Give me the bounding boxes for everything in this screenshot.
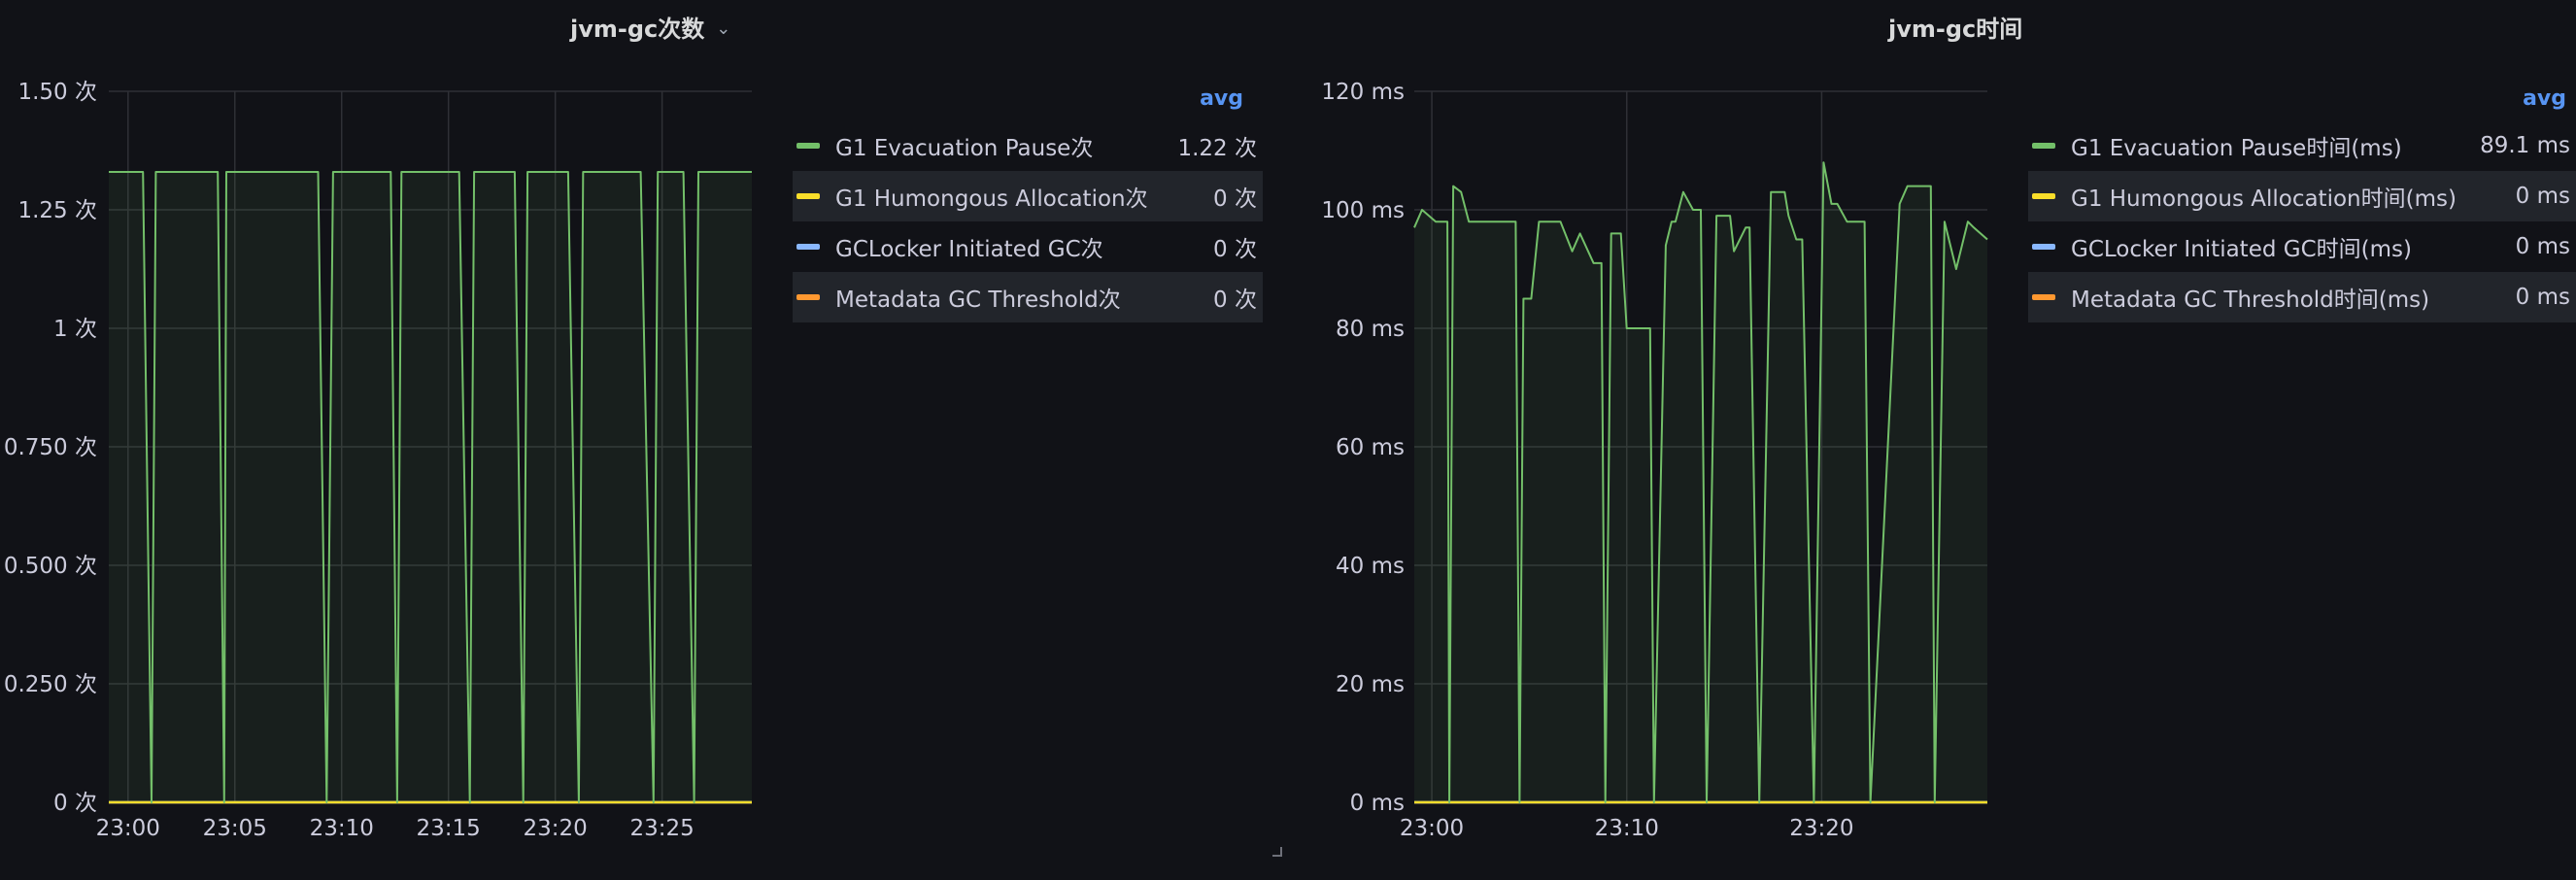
series-color-swatch[interactable]	[2032, 294, 2055, 300]
y-tick-label: 1 次	[53, 317, 97, 342]
gc-time-chart[interactable]: 0 ms 20 ms 40 ms 60 ms 80 ms 100 ms 120 ms 23:0…	[1298, 0, 1997, 855]
y-tick-label: 120 ms	[1321, 80, 1405, 105]
x-tick-label: 23:20	[524, 816, 588, 841]
x-tick-label: 23:15	[417, 816, 481, 841]
x-tick-label: 23:25	[629, 816, 694, 841]
legend-item[interactable]: Metadata GC Threshold次 0 次	[793, 272, 1263, 322]
y-tick-label: 0 ms	[1350, 791, 1405, 816]
legend-series-avg: 0 ms	[2515, 285, 2570, 310]
legend-series-name: GCLocker Initiated GC次	[835, 237, 1103, 262]
legend-series-name: G1 Humongous Allocation次	[835, 186, 1148, 212]
series-color-swatch[interactable]	[797, 143, 820, 149]
legend-series-avg: 0 次	[1213, 288, 1257, 313]
y-tick-label: 0 次	[53, 791, 97, 816]
y-tick-label: 20 ms	[1336, 672, 1405, 697]
legend-item[interactable]: G1 Evacuation Pause时间(ms) 89.1 ms	[2028, 120, 2576, 171]
legend-header-avg[interactable]: avg	[1200, 86, 1243, 111]
legend-item[interactable]: GCLocker Initiated GC次 0 次	[793, 221, 1263, 272]
legend-item[interactable]: GCLocker Initiated GC时间(ms) 0 ms	[2028, 221, 2576, 272]
resize-corner-icon[interactable]	[1272, 847, 1282, 857]
series-color-swatch[interactable]	[2032, 143, 2055, 149]
x-tick-label: 23:05	[203, 816, 267, 841]
panel-gc-time: jvm-gc时间 0 ms 20 ms 40 ms 60 ms 80 ms 100 ms 1…	[1298, 0, 2576, 880]
legend: avg G1 Evacuation Pause时间(ms) 89.1 ms G1…	[2028, 78, 2576, 322]
y-tick-label: 100 ms	[1321, 198, 1405, 223]
series-color-swatch[interactable]	[797, 244, 820, 250]
y-tick-label: 60 ms	[1336, 435, 1405, 460]
legend-series-name: Metadata GC Threshold次	[835, 288, 1121, 313]
gc-count-chart[interactable]: 0 次 0.250 次 0.500 次 0.750 次 1 次 1.25 次 1.50 次 2…	[0, 0, 767, 855]
legend-series-name: GCLocker Initiated GC时间(ms)	[2071, 237, 2412, 262]
legend: avg G1 Evacuation Pause次 1.22 次 G1 Humon…	[793, 78, 1263, 322]
y-tick-label: 0.250 次	[4, 672, 97, 697]
legend-series-name: G1 Evacuation Pause时间(ms)	[2071, 136, 2402, 161]
legend-item[interactable]: G1 Humongous Allocation时间(ms) 0 ms	[2028, 171, 2576, 221]
y-tick-label: 0.750 次	[4, 435, 97, 460]
series-color-swatch[interactable]	[797, 193, 820, 199]
x-tick-label: 23:20	[1789, 816, 1853, 841]
x-tick-label: 23:10	[1595, 816, 1659, 841]
legend-header-avg[interactable]: avg	[2523, 86, 2566, 111]
legend-series-avg: 89.1 ms	[2480, 133, 2570, 158]
y-tick-label: 80 ms	[1336, 317, 1405, 342]
panel-title[interactable]: jvm-gc时间	[1888, 16, 2023, 43]
series-color-swatch[interactable]	[2032, 193, 2055, 199]
legend-series-name: G1 Humongous Allocation时间(ms)	[2071, 186, 2457, 212]
y-tick-label: 1.25 次	[17, 198, 97, 223]
y-tick-label: 40 ms	[1336, 554, 1405, 579]
legend-series-name: Metadata GC Threshold时间(ms)	[2071, 288, 2430, 313]
legend-item[interactable]: G1 Humongous Allocation次 0 次	[793, 171, 1263, 221]
legend-series-avg: 0 ms	[2515, 234, 2570, 259]
legend-series-name: G1 Evacuation Pause次	[835, 136, 1094, 161]
x-tick-label: 23:00	[96, 816, 160, 841]
x-tick-label: 23:00	[1400, 816, 1464, 841]
legend-item[interactable]: Metadata GC Threshold时间(ms) 0 ms	[2028, 272, 2576, 322]
chevron-down-icon[interactable]: ⌄	[716, 18, 731, 39]
y-tick-label: 1.50 次	[17, 80, 97, 105]
series-area-fill	[109, 172, 752, 802]
panel-title[interactable]: jvm-gc次数 ⌄	[570, 10, 730, 49]
series-color-swatch[interactable]	[797, 294, 820, 300]
legend-series-avg: 0 次	[1213, 237, 1257, 262]
legend-series-avg: 0 ms	[2515, 184, 2570, 209]
legend-item[interactable]: G1 Evacuation Pause次 1.22 次	[793, 120, 1263, 171]
panel-gc-count: jvm-gc次数 ⌄ 0 次 0.250 次 0.500 次 0.750 次 1 次 1.2…	[0, 0, 1282, 880]
x-tick-label: 23:10	[310, 816, 374, 841]
legend-series-avg: 0 次	[1213, 186, 1257, 212]
y-tick-label: 0.500 次	[4, 554, 97, 579]
panel-title-text: jvm-gc次数	[570, 16, 705, 43]
series-area-fill	[1414, 162, 1987, 802]
series-color-swatch[interactable]	[2032, 244, 2055, 250]
series-line	[109, 171, 752, 803]
series-line	[1413, 161, 1988, 803]
legend-series-avg: 1.22 次	[1177, 136, 1257, 161]
